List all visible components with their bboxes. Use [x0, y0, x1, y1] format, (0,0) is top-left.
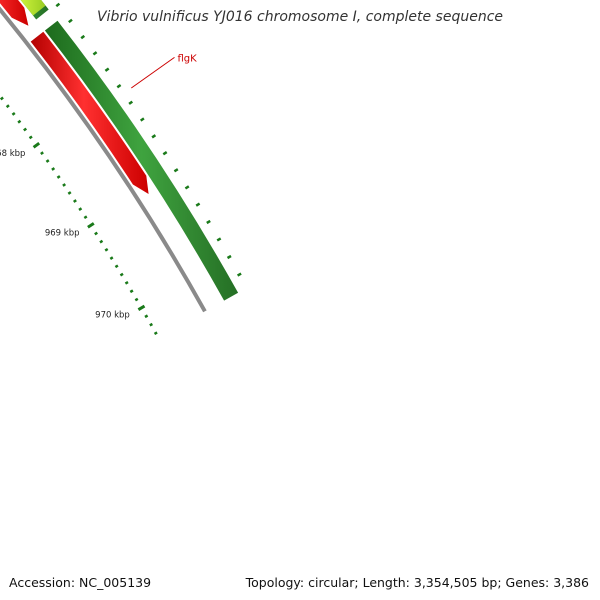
ruler-minor-tick: [153, 331, 158, 335]
ruler-minor-tick: [5, 104, 10, 109]
outer-tick: [116, 83, 122, 89]
cds-arrow-flgK: [30, 31, 149, 195]
map-title: Vibrio vulnificus YJ016 chromosome I, co…: [96, 9, 504, 25]
ruler-major-tick: [87, 222, 95, 229]
outer-tick: [151, 134, 157, 139]
outer-tick: [236, 272, 242, 277]
outer-tick: [216, 237, 222, 242]
outer-tick: [184, 185, 190, 190]
cds-arrow-flgJ: [0, 0, 29, 26]
ruler-minor-tick: [56, 175, 61, 179]
ruler-minor-tick: [114, 264, 119, 269]
ruler-minor-tick: [99, 239, 104, 244]
ruler-label: 968 kbp: [0, 149, 25, 159]
outer-tick: [173, 168, 179, 173]
gene-label-flgK: flgK: [178, 53, 198, 64]
outer-tick: [128, 100, 134, 105]
ruler-minor-tick: [94, 231, 98, 236]
ruler-minor-tick: [129, 289, 134, 294]
ruler-minor-tick: [23, 127, 28, 132]
ruler-minor-tick: [104, 247, 109, 252]
ruler-minor-tick: [28, 135, 33, 140]
ruler-minor-tick: [45, 159, 50, 163]
ruler-major-tick: [137, 304, 146, 311]
feature-track-segment: [44, 20, 239, 301]
ruler-minor-tick: [134, 297, 139, 302]
ruler-minor-tick: [11, 112, 16, 116]
ruler-minor-tick: [72, 199, 77, 203]
outer-tick: [80, 34, 86, 40]
outer-tick: [104, 67, 110, 72]
outer-tick: [162, 151, 168, 156]
ruler-minor-tick: [67, 191, 72, 195]
highlight-region: [20, 0, 46, 16]
outer-tick: [195, 202, 201, 207]
ruler-label: 970 kbp: [95, 311, 130, 321]
ruler-minor-tick: [78, 207, 83, 211]
outer-tick: [139, 117, 145, 122]
outer-tick: [206, 219, 211, 225]
ruler-label: 969 kbp: [45, 229, 80, 239]
ruler-major-tick: [32, 141, 41, 149]
ruler-minor-tick: [0, 96, 4, 101]
ruler-minor-tick: [17, 119, 22, 124]
ruler-minor-tick: [144, 314, 149, 319]
ruler-minor-tick: [124, 281, 129, 285]
accession-text: Accession: NC_005139: [8, 575, 153, 590]
outer-tick: [55, 2, 61, 8]
outer-tick: [68, 18, 73, 24]
gene-leader-line: [131, 56, 175, 89]
ruler-minor-tick: [149, 322, 153, 327]
ruler-minor-tick: [51, 167, 56, 171]
ruler-minor-tick: [40, 151, 44, 156]
ruler-minor-tick: [83, 215, 88, 220]
ruler-minor-tick: [119, 272, 124, 277]
ruler-minor-tick: [62, 183, 67, 187]
ruler-minor-tick: [109, 256, 114, 260]
genome-backbone: [0, 6, 207, 313]
outer-tick: [92, 51, 98, 56]
sequence-summary-text: Topology: circular; Length: 3,354,505 bp…: [244, 575, 590, 590]
outer-tick: [226, 254, 232, 260]
